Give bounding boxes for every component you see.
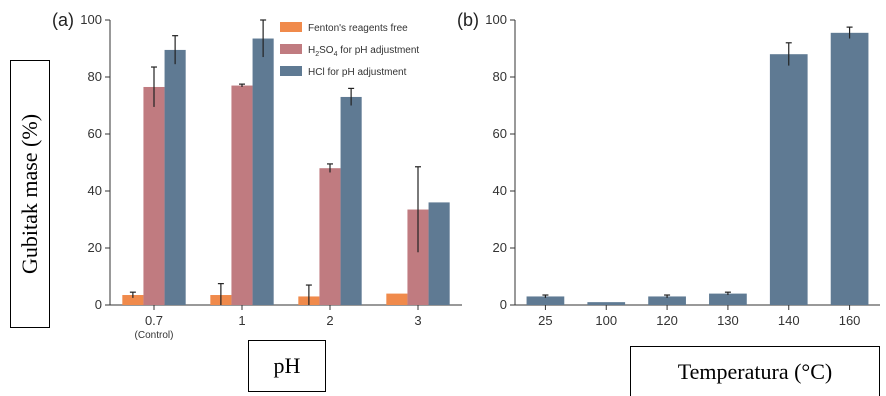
legend-label: HCl for pH adjustment [308, 67, 407, 78]
x-axis-label-a: pH [273, 353, 301, 378]
y-tick-label: 0 [500, 297, 507, 312]
x-tick-label: 130 [717, 313, 739, 328]
bar [769, 54, 808, 306]
bar [319, 168, 341, 305]
legend-swatch [280, 66, 302, 76]
bar [407, 209, 429, 305]
bar [830, 32, 869, 305]
bar [648, 296, 686, 305]
x-tick-label: 1 [238, 313, 245, 328]
legend-swatch [280, 22, 302, 32]
y-tick-label: 80 [493, 69, 507, 84]
legend-label: Fenton's reagents free [308, 23, 408, 34]
bar [526, 296, 565, 305]
y-tick-label: 100 [80, 12, 102, 27]
bar [143, 86, 165, 305]
bar [428, 202, 450, 305]
x-tick-label: 25 [538, 313, 552, 328]
y-axis-label: Gubitak mase (%) [17, 113, 42, 275]
x-tick-label: 160 [839, 313, 861, 328]
bar [587, 302, 626, 305]
y-tick-label: 80 [88, 69, 102, 84]
x-tick-label: 100 [595, 313, 617, 328]
legend-swatch [280, 44, 302, 54]
y-tick-label: 100 [485, 12, 507, 27]
panel-label: (a) [52, 10, 74, 30]
y-tick-label: 0 [95, 297, 102, 312]
y-tick-label: 20 [88, 240, 102, 255]
panel-label: (b) [457, 10, 479, 30]
bar [252, 38, 274, 306]
x-tick-label: 3 [414, 313, 421, 328]
y-axis-label-box: Gubitak mase (%) [10, 60, 50, 328]
y-tick-label: 20 [493, 240, 507, 255]
bar [231, 85, 253, 305]
bar [164, 49, 186, 305]
bar [709, 293, 747, 305]
y-tick-label: 60 [493, 126, 507, 141]
x-axis-label-box-a: pH [248, 340, 326, 392]
x-tick-sublabel: (Control) [135, 330, 174, 341]
x-tick-label: 140 [778, 313, 800, 328]
bar [122, 295, 144, 305]
x-tick-label: 2 [326, 313, 333, 328]
bar [340, 96, 362, 305]
x-axis-label-box-b: Temperatura (°C) [630, 346, 880, 396]
y-tick-label: 40 [88, 183, 102, 198]
x-tick-label: 0.7 [145, 313, 163, 328]
y-tick-label: 60 [88, 126, 102, 141]
bar [386, 293, 408, 305]
x-axis-label-b: Temperatura (°C) [677, 358, 833, 384]
y-tick-label: 40 [493, 183, 507, 198]
x-tick-label: 120 [656, 313, 678, 328]
legend-label: H2SO4 for pH adjustment [308, 45, 419, 58]
